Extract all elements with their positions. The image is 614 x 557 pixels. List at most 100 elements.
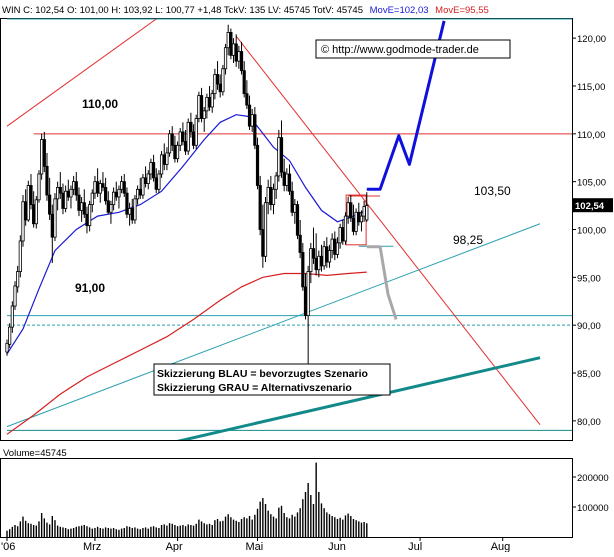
candle-body-9 xyxy=(29,185,33,206)
candle-body-42 xyxy=(117,188,121,198)
candle-body-90 xyxy=(245,93,249,106)
candle-body-61 xyxy=(167,133,172,154)
label-110: 110,00 xyxy=(82,97,118,111)
note-line-1: Skizzierung BLAU = bevorzugtes Szenario xyxy=(157,368,368,380)
candle-body-63 xyxy=(173,144,177,160)
candle-body-102 xyxy=(277,137,281,177)
candle-body-19 xyxy=(56,186,60,200)
candle-body-135 xyxy=(365,205,369,221)
candle-body-77 xyxy=(210,93,214,108)
candle-body-83 xyxy=(226,31,230,49)
candle-body-23 xyxy=(66,190,70,198)
candle-body-129 xyxy=(349,202,353,219)
candle-body-87 xyxy=(237,51,241,62)
candle-body-76 xyxy=(207,97,212,108)
trendline-3 xyxy=(176,356,541,440)
candle-body-108 xyxy=(293,204,297,213)
last-price-label: 102,54 xyxy=(575,201,605,212)
candle-body-57 xyxy=(157,173,161,190)
candle-body-27 xyxy=(77,194,81,211)
volume-label: Volume=45745 xyxy=(3,448,67,459)
candle-body-0 xyxy=(5,342,9,353)
candle-body-20 xyxy=(58,186,62,194)
scenario-gray-path xyxy=(366,245,398,320)
candle-body-14 xyxy=(42,139,46,167)
candle-body-126 xyxy=(341,227,345,242)
candle-body-82 xyxy=(223,47,228,70)
header-ma-blue: MovE=102,03 xyxy=(370,5,429,16)
candle-body-67 xyxy=(183,141,188,152)
label-91: 91,00 xyxy=(75,281,105,295)
candle-body-132 xyxy=(357,211,361,223)
candle-body-54 xyxy=(149,162,153,175)
candle-body-128 xyxy=(346,202,350,217)
candle-body-58 xyxy=(159,154,164,175)
candle-body-105 xyxy=(285,173,289,186)
candle-body-85 xyxy=(231,43,236,56)
candle-body-119 xyxy=(322,246,326,267)
candle-body-127 xyxy=(343,215,348,242)
candle-body-50 xyxy=(138,188,142,196)
trendline-0 xyxy=(6,19,157,127)
candle-body-33 xyxy=(93,181,97,194)
candle-body-40 xyxy=(112,191,116,206)
y-tick-label-5: 95,00 xyxy=(577,273,601,284)
candle-body-130 xyxy=(351,217,356,232)
candle-body-11 xyxy=(34,199,38,225)
y-tick-label-7: 85,00 xyxy=(577,369,601,380)
candle-body-116 xyxy=(314,257,318,271)
x-tick-label-3: Mai xyxy=(246,541,264,552)
x-tick-label-5: Jul xyxy=(408,541,422,552)
candle-body-60 xyxy=(165,152,169,165)
candle-body-64 xyxy=(175,144,180,160)
candle-body-113 xyxy=(306,271,310,317)
candle-body-7 xyxy=(24,201,28,221)
candle-body-4 xyxy=(16,271,20,288)
candle-body-36 xyxy=(101,183,105,188)
candle-body-35 xyxy=(98,183,102,194)
candle-body-78 xyxy=(213,74,217,95)
candle-body-18 xyxy=(53,198,57,238)
candle-body-59 xyxy=(162,154,166,165)
candle-body-44 xyxy=(122,181,126,194)
y-tick-label-4: 100,00 xyxy=(577,226,606,237)
trendline-1 xyxy=(235,35,541,425)
candle-body-114 xyxy=(309,248,313,273)
y-tick-label-1: 115,00 xyxy=(577,82,605,93)
candle-body-34 xyxy=(96,181,100,194)
candle-body-22 xyxy=(64,190,68,209)
scenario-blue-path xyxy=(366,20,446,191)
candle-body-131 xyxy=(354,211,358,232)
candle-body-95 xyxy=(258,185,262,230)
candle-body-97 xyxy=(263,202,268,257)
y-tick-label-3: 105,00 xyxy=(577,178,606,189)
candle-body-120 xyxy=(325,246,329,263)
candle-body-107 xyxy=(290,190,294,213)
candle-body-32 xyxy=(90,192,94,206)
candle-body-133 xyxy=(359,215,364,223)
candle-body-124 xyxy=(335,242,340,255)
candle-body-21 xyxy=(61,192,65,209)
candle-body-109 xyxy=(295,204,300,236)
note-box xyxy=(153,363,391,396)
candle-body-51 xyxy=(141,177,145,196)
candle-body-89 xyxy=(242,70,246,95)
candle-body-17 xyxy=(50,213,54,238)
candle-body-41 xyxy=(114,191,118,198)
candle-body-68 xyxy=(186,121,190,152)
candle-body-37 xyxy=(104,186,108,202)
candle-body-96 xyxy=(261,229,265,257)
candle-body-123 xyxy=(333,238,337,255)
candle-body-93 xyxy=(253,114,257,146)
watermark-text: © http://www.godmode-trader.de xyxy=(321,44,479,56)
axes-layer: 120,00 115,00 110,00 105,00 100,00 95,00 90,00… xyxy=(1,34,613,553)
candle-body-8 xyxy=(26,185,30,221)
candle-body-111 xyxy=(301,252,305,288)
candle-body-24 xyxy=(69,188,73,198)
y-tick-label-2: 110,00 xyxy=(577,130,605,141)
candle-body-65 xyxy=(178,131,182,146)
x-tick-label-1: Mrz xyxy=(83,541,101,552)
candle-body-72 xyxy=(197,95,201,119)
vol-tick-label-0: 200000 xyxy=(577,473,609,484)
